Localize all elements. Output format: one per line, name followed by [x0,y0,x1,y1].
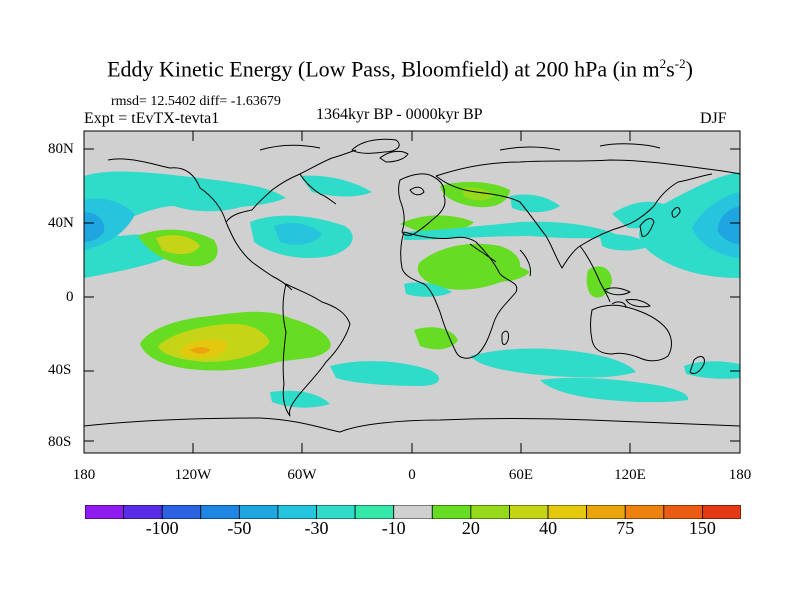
colorbar-label: -50 [227,518,252,538]
colorbar-box [663,505,703,519]
anomaly-natlantic [300,175,372,197]
lat-label-80s: 80S [48,434,72,450]
colorbar-box [200,505,240,519]
anomaly-spac-east [684,361,740,379]
anomaly-seasia-pos [586,266,612,298]
anomaly-atlantic-core [274,223,322,245]
colorbar-box [277,505,317,519]
colorbar-label: 20 [461,518,480,538]
anomaly-east-asia [612,201,672,229]
colorbar-box [586,505,626,519]
anomaly-npacific-east-core [717,206,740,244]
axis-ticks [83,131,741,453]
coast-asia [435,159,740,303]
colorbar-label: 75 [616,518,635,538]
coast-australia [590,304,672,362]
colorbar-box [624,505,665,519]
anomaly-china [600,234,650,251]
colorbar-box [161,505,202,519]
coast-africa [400,231,518,359]
anomaly-arabia-pos [470,263,530,282]
eke-anomaly-fields [84,171,740,408]
colorbar-box [123,505,163,519]
period-label: 1364kyr BP - 0000kyr BP [316,106,483,123]
coast-madagascar [501,330,509,345]
anomaly-drake [270,390,330,408]
colorbar-label: 150 [688,518,716,538]
lat-label-40n: 40N [48,215,74,231]
coast-europe [398,173,446,236]
lat-label-0: 0 [66,289,74,305]
anomaly-spac-core [190,347,210,354]
anomaly-satlantic [330,361,440,386]
anomaly-nam-band [120,178,262,212]
coast-north-america [107,149,357,291]
colorbar-box [547,505,588,519]
coast-greenland [351,138,409,163]
anomaly-southern-ocean [540,377,689,403]
coast-japan [639,207,681,237]
coast-antarctica [84,417,740,433]
colorbar-label: -30 [304,518,329,538]
colorbar [85,505,741,519]
colorbar-label: -10 [381,518,406,538]
coastlines [84,138,740,433]
anomaly-subtropical-jet [404,221,620,240]
lon-label-0: 0 [408,467,416,483]
colorbar-box [354,505,395,519]
anomaly-tropical-neg [404,282,452,297]
lon-label-60e: 60E [508,467,534,483]
colorbar-box [393,505,433,519]
anomaly-asia-north [510,194,560,213]
experiment-label: Expt = tEvTX-tevta1 [84,110,220,127]
map-title: Eddy Kinetic Energy (Low Pass, Bloomfiel… [107,56,693,82]
lon-label-120e: 120E [614,467,646,483]
anomaly-npacific-west-core [84,212,105,242]
anomaly-indian-ocean [470,348,636,378]
lon-label-60w: 60W [287,467,317,483]
anomaly-npacific-east [639,172,740,278]
lon-label-180e: 180 [728,467,752,483]
coast-new-zealand [689,356,705,375]
colorbar-box [509,505,549,519]
lon-label-120w: 120W [174,467,212,483]
colorbar-label: -100 [145,518,179,538]
lat-label-80n: 80N [48,141,74,157]
anomaly-spac-pos-core [156,235,200,255]
coast-maritime-continent [603,287,651,309]
colorbar-box [702,505,741,519]
colorbar-box [470,505,510,519]
colorbar-box [85,505,124,519]
coast-south-america [282,283,351,417]
colorbar-label: 40 [539,518,558,538]
anomaly-npacific-east-mid [692,192,740,258]
colorbar-box [431,505,472,519]
lon-label-180w: 180 [72,467,96,483]
lat-label-40s: 40S [48,362,72,378]
coast-middle-east [469,243,531,277]
coast-arctic-islands [259,143,661,151]
colorbar-box [316,505,356,519]
colorbar-box [238,505,279,519]
anomaly-med-pos [400,215,474,232]
rmsd-stats: rmsd= 12.5402 diff= -1.63679 [111,94,281,109]
season-label: DJF [700,110,727,127]
